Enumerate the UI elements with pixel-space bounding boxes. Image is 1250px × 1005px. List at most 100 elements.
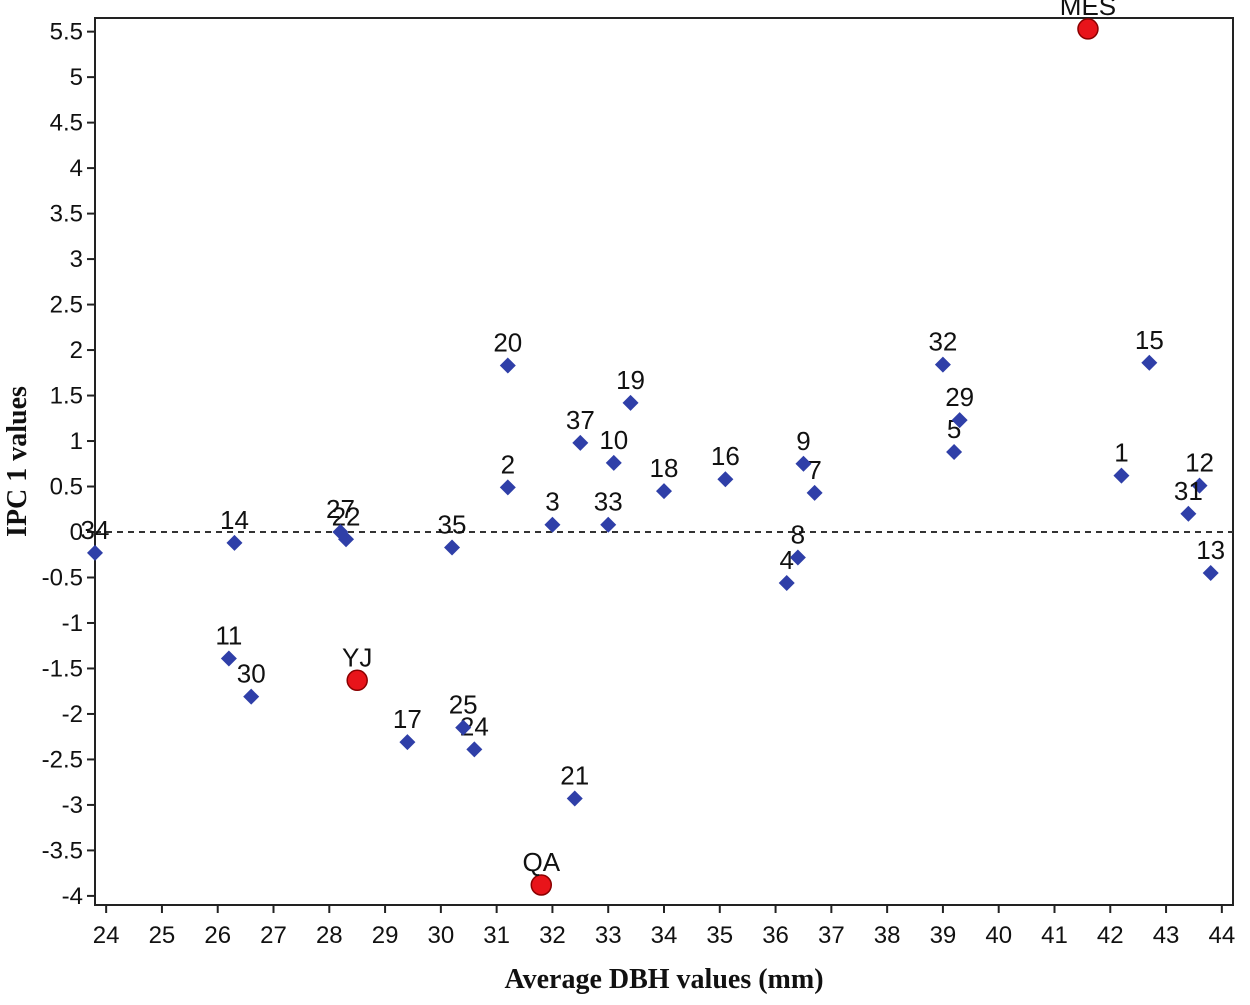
data-point-label: 37 bbox=[566, 405, 595, 435]
x-axis: 24 25 26 27 28 29 30 31 32 33 34 35 36 37 38 39 40 41 42 43… bbox=[93, 905, 1235, 949]
data-point-marker bbox=[572, 434, 589, 451]
data-point-marker bbox=[566, 790, 583, 807]
data-point-marker bbox=[544, 516, 561, 533]
data-point-label: 2 bbox=[501, 449, 515, 479]
y-tick-label: 3.5 bbox=[50, 201, 83, 228]
data-point-marker bbox=[600, 516, 617, 533]
data-point-label: 18 bbox=[650, 453, 679, 483]
data-point-label: 34 bbox=[81, 515, 110, 545]
x-tick-label: 27 bbox=[260, 922, 287, 949]
y-tick-label: 0.5 bbox=[50, 474, 83, 501]
y-tick-label: 1 bbox=[70, 428, 83, 455]
plot-area bbox=[94, 17, 1234, 906]
data-point-label: MES bbox=[1060, 0, 1116, 21]
data-point-marker bbox=[1113, 467, 1130, 484]
x-tick-label: 38 bbox=[874, 922, 901, 949]
data-point-marker bbox=[806, 484, 823, 501]
data-point-label: 19 bbox=[616, 365, 645, 395]
x-tick-label: 25 bbox=[149, 922, 176, 949]
x-tick-label: 42 bbox=[1097, 922, 1124, 949]
y-tick-label: -1.5 bbox=[42, 655, 83, 682]
data-point-marker bbox=[1202, 564, 1219, 581]
x-tick-label: 34 bbox=[651, 922, 678, 949]
data-point-label: 4 bbox=[779, 545, 793, 575]
y-axis: 5.5 5 4.5 4 3.5 3 2.5 2 1.5 1 0.5 0 -0.5 -1 -1.5 -2 -2.5… bbox=[42, 19, 95, 910]
x-tick-label: 39 bbox=[930, 922, 957, 949]
data-point-marker bbox=[226, 534, 243, 551]
data-point-marker bbox=[499, 479, 516, 496]
data-point-label: 3 bbox=[545, 487, 559, 517]
x-tick-label: 32 bbox=[539, 922, 566, 949]
data-point-label: 21 bbox=[560, 761, 589, 791]
data-point-marker bbox=[399, 734, 416, 751]
data-point-label: 20 bbox=[493, 328, 522, 358]
y-tick-label: 1.5 bbox=[50, 383, 83, 410]
y-tick-label: 2 bbox=[70, 337, 83, 364]
reference-point-marker bbox=[1077, 18, 1099, 40]
data-point-marker bbox=[789, 549, 806, 566]
data-point-marker bbox=[656, 483, 672, 500]
data-point-label: 32 bbox=[928, 327, 957, 357]
data-point-label: 30 bbox=[237, 659, 266, 689]
data-point-marker bbox=[243, 688, 260, 705]
x-tick-label: 35 bbox=[706, 922, 733, 949]
data-point-label: 13 bbox=[1196, 535, 1225, 565]
y-tick-label: 5 bbox=[70, 64, 83, 91]
y-tick-label: -1 bbox=[62, 610, 83, 637]
data-point-label: 11 bbox=[215, 620, 242, 650]
data-point-label: 10 bbox=[599, 425, 628, 455]
x-tick-label: 37 bbox=[818, 922, 845, 949]
x-tick-label: 24 bbox=[93, 922, 120, 949]
y-tick-label: 4.5 bbox=[50, 110, 83, 137]
data-point-label: 31 bbox=[1174, 476, 1203, 506]
data-point-label: 12 bbox=[1185, 448, 1214, 478]
reference-point-marker bbox=[530, 874, 553, 896]
data-point-marker bbox=[605, 454, 622, 471]
data-point-label: 29 bbox=[945, 382, 974, 412]
data-point-marker bbox=[946, 443, 963, 460]
data-point-marker bbox=[466, 741, 483, 758]
data-point-label: 27 bbox=[326, 494, 355, 524]
data-point-label: 16 bbox=[711, 441, 740, 471]
y-axis-title: IPC 1 values bbox=[2, 386, 33, 537]
y-tick-label: -2 bbox=[62, 701, 83, 728]
reference-point-marker bbox=[346, 669, 368, 692]
data-point-marker bbox=[220, 650, 237, 667]
data-point-label: 1 bbox=[1114, 438, 1128, 468]
data-point-marker bbox=[87, 544, 103, 561]
data-point-marker bbox=[455, 719, 472, 736]
data-point-label: 35 bbox=[438, 509, 467, 539]
data-point-label: 33 bbox=[594, 487, 623, 517]
data-point-label: QA bbox=[522, 847, 560, 877]
data-point-marker bbox=[622, 394, 639, 411]
data-points: 1234578910111213141516171819202122242527… bbox=[81, 0, 1225, 896]
x-tick-label: 30 bbox=[428, 922, 455, 949]
data-point-marker bbox=[934, 356, 951, 373]
data-point-marker bbox=[717, 471, 734, 488]
x-tick-label: 29 bbox=[372, 922, 399, 949]
data-point-marker bbox=[795, 455, 812, 472]
data-point-marker bbox=[444, 539, 461, 556]
x-tick-label: 40 bbox=[985, 922, 1012, 949]
x-tick-label: 28 bbox=[316, 922, 343, 949]
x-tick-label: 41 bbox=[1041, 922, 1068, 949]
data-point-marker bbox=[1180, 505, 1197, 522]
y-tick-label: -4 bbox=[62, 883, 83, 910]
data-point-label: YJ bbox=[342, 642, 372, 672]
y-tick-label: 4 bbox=[70, 155, 83, 182]
data-point-label: 8 bbox=[791, 519, 805, 549]
data-point-label: 25 bbox=[449, 690, 478, 720]
y-tick-label: 5.5 bbox=[50, 19, 83, 46]
x-tick-label: 26 bbox=[204, 922, 231, 949]
data-point-label: 15 bbox=[1135, 325, 1164, 355]
data-point-label: 9 bbox=[796, 426, 810, 456]
y-tick-label: -3 bbox=[62, 792, 83, 819]
x-axis-title: Average DBH values (mm) bbox=[504, 964, 823, 995]
x-tick-label: 31 bbox=[483, 922, 510, 949]
y-tick-label: 0 bbox=[70, 519, 83, 546]
y-tick-label: -0.5 bbox=[42, 564, 83, 591]
data-point-marker bbox=[1191, 477, 1208, 494]
x-tick-label: 33 bbox=[595, 922, 622, 949]
data-point-label: 22 bbox=[332, 501, 361, 531]
